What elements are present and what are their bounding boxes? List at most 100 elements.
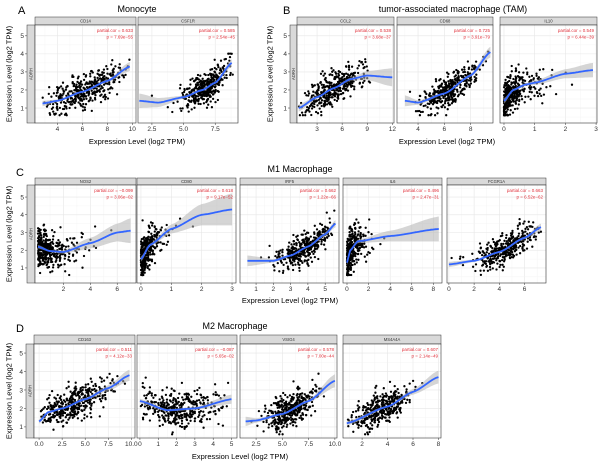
scatter-point — [295, 244, 298, 247]
scatter-point — [196, 95, 200, 98]
scatter-point — [77, 75, 80, 78]
scatter-point — [60, 246, 64, 249]
scatter-point — [455, 88, 459, 91]
scatter-point — [275, 250, 278, 253]
x-tick-label: 2 — [564, 126, 568, 133]
partial-cor-label: partial.cor = 0.633 — [97, 28, 134, 33]
scatter-point — [51, 408, 54, 411]
scatter-point — [98, 89, 101, 92]
scatter-point — [512, 77, 515, 81]
scatter-point — [199, 102, 202, 106]
scatter-point — [273, 269, 276, 272]
scatter-point — [323, 86, 327, 89]
scatter-point — [38, 227, 41, 231]
scatter-point — [67, 402, 70, 405]
scatter-point — [298, 269, 301, 272]
scatter-point — [513, 92, 516, 96]
scatter-point — [145, 243, 148, 246]
scatter-point — [162, 416, 165, 420]
fit-line — [37, 229, 131, 253]
scatter-point — [54, 260, 57, 263]
scatter-point — [58, 411, 61, 414]
scatter-point — [337, 70, 340, 73]
scatter-point — [164, 420, 167, 423]
scatter-point — [73, 405, 76, 408]
scatter-point — [348, 230, 351, 234]
scatter-point — [217, 394, 221, 397]
scatter-point — [504, 255, 507, 258]
scatter-point — [75, 241, 79, 244]
p-value-label: p = 1.22e−66 — [309, 195, 336, 200]
facet-gene-label: MRC1 — [181, 337, 194, 342]
scatter-point — [118, 80, 121, 84]
scatter-point — [185, 415, 188, 419]
scatter-point — [448, 95, 451, 99]
scatter-point — [496, 262, 499, 265]
scatter-point — [517, 234, 520, 238]
scatter-point — [75, 403, 79, 406]
scatter-point — [534, 235, 538, 238]
scatter-point — [71, 416, 74, 419]
scatter-point — [220, 406, 223, 409]
x-tick-label: 8 — [469, 126, 473, 133]
scatter-point — [151, 253, 154, 256]
scatter-point — [526, 240, 529, 243]
scatter-point — [320, 91, 323, 94]
scatter-point — [323, 72, 327, 75]
scatter-point — [81, 109, 85, 112]
scatter-point — [499, 263, 502, 267]
scatter-point — [77, 101, 80, 104]
scatter-point — [146, 265, 149, 268]
scatter-point — [320, 223, 324, 227]
scatter-point — [218, 81, 221, 84]
scatter-point — [467, 83, 470, 86]
scatter-point — [65, 387, 68, 390]
scatter-point — [347, 270, 350, 273]
scatter-point — [175, 422, 178, 425]
scatter-point — [62, 411, 65, 415]
scatter-point — [484, 262, 488, 266]
scatter-point — [106, 376, 109, 379]
scatter-point — [177, 415, 180, 419]
fit-line — [42, 65, 131, 105]
scatter-point — [58, 114, 61, 117]
scatter-point — [165, 398, 169, 401]
scatter-point — [316, 88, 319, 92]
scatter-point — [117, 66, 120, 69]
scatter-point — [163, 402, 166, 405]
scatter-point — [310, 96, 313, 99]
scatter-point — [315, 228, 319, 231]
scatter-point — [443, 106, 447, 109]
scatter-point — [347, 60, 350, 64]
scatter-point — [531, 225, 534, 229]
scatter-point — [492, 240, 495, 244]
scatter-point — [85, 415, 89, 418]
scatter-point — [117, 76, 120, 79]
y-tick-label: 2 — [20, 248, 24, 255]
scatter-point — [52, 92, 56, 95]
scatter-point — [551, 68, 554, 72]
scatter-point — [197, 81, 200, 84]
scatter-point — [416, 109, 420, 113]
scatter-point — [47, 419, 50, 423]
fit-line — [140, 208, 233, 260]
scatter-point — [506, 241, 510, 245]
scatter-point — [202, 426, 205, 429]
scatter-point — [512, 254, 516, 258]
scatter-point — [498, 259, 501, 263]
scatter-point — [68, 252, 71, 255]
scatter-point — [509, 109, 512, 112]
scatter-point — [147, 238, 150, 241]
scatter-point — [527, 220, 530, 223]
scatter-point — [43, 406, 46, 409]
scatter-point — [355, 258, 358, 261]
scatter-point — [189, 416, 192, 419]
scatter-point — [309, 256, 312, 259]
scatter-point — [61, 87, 64, 90]
scatter-point — [316, 90, 319, 94]
x-tick-label: 4 — [388, 286, 392, 293]
scatter-point — [307, 92, 311, 95]
scatter-point — [223, 394, 226, 397]
scatter-point — [221, 84, 224, 87]
